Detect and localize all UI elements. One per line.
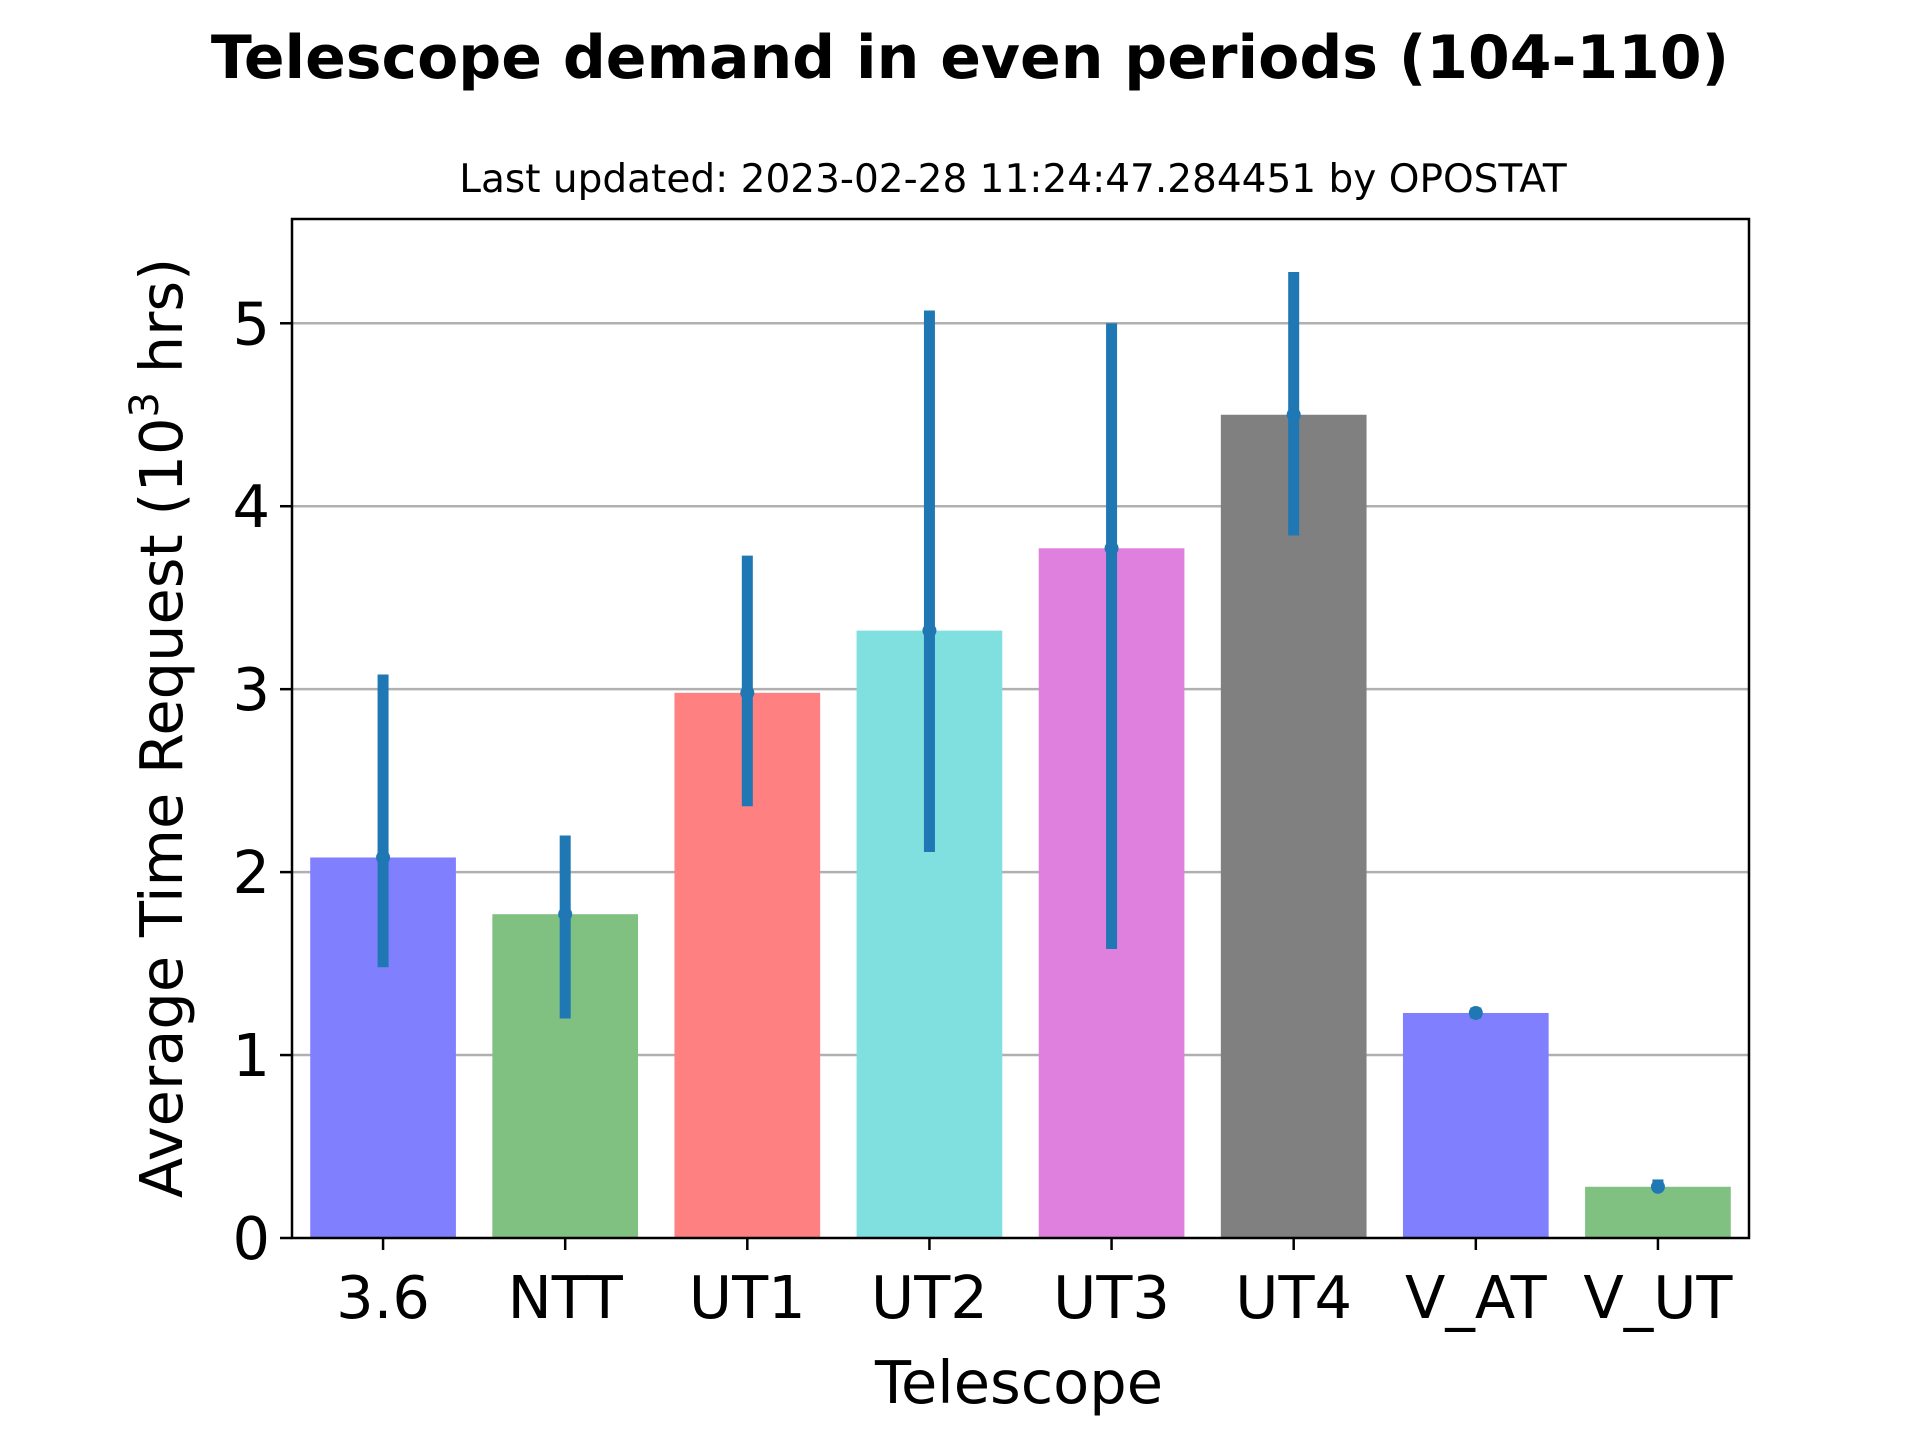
x-tick-label: NTT xyxy=(508,1263,624,1332)
y-axis-label-suffix: hrs) xyxy=(127,258,196,392)
bar-v-ut xyxy=(1585,1186,1731,1238)
error-bar xyxy=(1468,1005,1483,1020)
x-tick-label: V_AT xyxy=(1405,1263,1548,1332)
error-bar xyxy=(1104,323,1119,949)
y-axis-label-exponent: 3 xyxy=(122,392,168,417)
y-tick-label: 2 xyxy=(232,838,270,907)
data-point xyxy=(740,685,755,700)
error-bar xyxy=(1286,272,1301,536)
y-axis-ticks: 0 1 2 3 4 5 xyxy=(232,289,292,1273)
y-tick-label: 3 xyxy=(232,655,270,724)
x-tick-label: UT4 xyxy=(1235,1263,1352,1332)
bar-ut4 xyxy=(1220,414,1367,1238)
data-point xyxy=(1104,541,1119,556)
plot-frame xyxy=(290,217,1751,1240)
data-point xyxy=(1468,1005,1483,1020)
data-point xyxy=(558,907,573,922)
error-bar xyxy=(558,835,573,1019)
error-bar xyxy=(740,555,755,807)
x-axis-label: Telescope xyxy=(874,1348,1163,1417)
y-axis-label-prefix: Average Time Request (10 xyxy=(127,417,196,1198)
data-point xyxy=(922,623,937,638)
data-point xyxy=(1286,407,1301,422)
x-tick-label: V_UT xyxy=(1583,1263,1733,1332)
error-bars xyxy=(376,272,1665,1194)
error-bar xyxy=(1650,1179,1665,1194)
y-tick-label: 5 xyxy=(232,289,270,358)
y-axis-label: Average Time Request (103 hrs) xyxy=(122,258,196,1198)
bars xyxy=(310,414,1731,1238)
x-tick-label: UT2 xyxy=(871,1263,988,1332)
y-tick-label: 4 xyxy=(232,472,270,541)
y-tick-label: 0 xyxy=(232,1204,270,1273)
x-tick-label: 3.6 xyxy=(336,1263,430,1332)
x-axis-ticks: 3.6 NTT UT1 UT2 UT3 UT4 V_AT V_UT xyxy=(336,1238,1733,1332)
y-tick-label: 1 xyxy=(232,1021,270,1090)
chart-subtitle: Last updated: 2023-02-28 11:24:47.284451… xyxy=(459,157,1567,202)
data-point xyxy=(376,850,391,865)
x-tick-label: UT3 xyxy=(1053,1263,1170,1332)
bar-v-at xyxy=(1402,1012,1549,1238)
data-point xyxy=(1650,1179,1665,1194)
chart-title: Telescope demand in even periods (104-11… xyxy=(211,23,1729,93)
x-tick-label: UT1 xyxy=(689,1263,806,1332)
error-bar xyxy=(922,310,937,852)
error-bar xyxy=(376,674,391,968)
